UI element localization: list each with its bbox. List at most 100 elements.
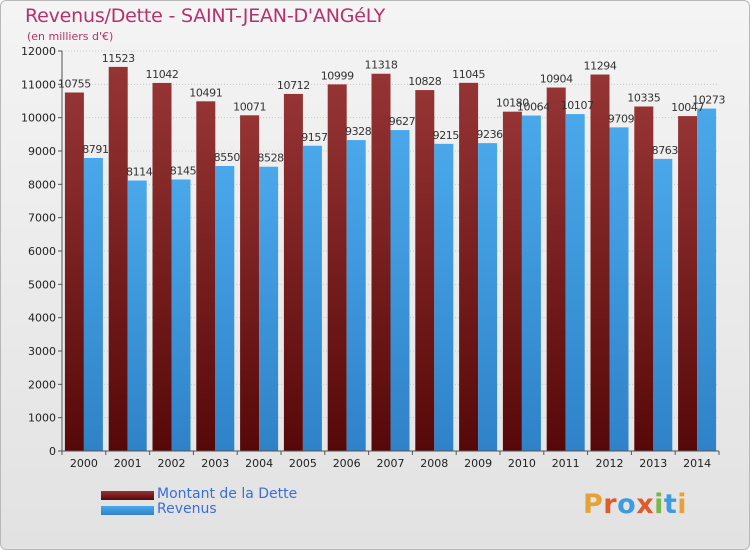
data-label-revenus: 10107 (561, 99, 594, 112)
x-tick-label: 2014 (683, 457, 711, 470)
data-label-revenus: 9627 (389, 115, 416, 128)
y-tick-label: 8000 (28, 178, 56, 191)
data-label-debt: 10904 (540, 73, 573, 86)
logo-letter: x (636, 489, 655, 520)
data-label-revenus: 9709 (608, 112, 635, 125)
bar-debt (371, 73, 391, 451)
bar-debt (283, 93, 303, 451)
x-tick-label: 2004 (245, 457, 273, 470)
x-tick-label: 2011 (552, 457, 580, 470)
data-label-debt: 11294 (584, 60, 617, 73)
data-label-debt: 11523 (102, 52, 135, 65)
x-tick-label: 2002 (158, 457, 186, 470)
y-tick-label: 0 (49, 445, 56, 458)
data-label-debt: 10999 (321, 69, 354, 82)
data-label-revenus: 8791 (82, 143, 108, 156)
bar-debt (108, 66, 128, 452)
y-tick-label: 11000 (21, 78, 56, 91)
data-label-revenus: 8114 (126, 166, 153, 179)
y-tick-label: 4000 (28, 312, 56, 325)
data-labels: 10755 8791 11523 8114 11042 8145 10491 8550 1007… (58, 52, 726, 179)
data-label-revenus: 10064 (517, 101, 550, 114)
logo-letter: P (583, 489, 604, 520)
logo-letter: r (603, 489, 618, 520)
data-label-debt: 10828 (408, 75, 441, 88)
y-tick-label: 2000 (28, 378, 56, 391)
proxiti-logo: Proxiti (583, 489, 687, 520)
bar-revenus (478, 143, 498, 451)
data-label-debt: 11042 (146, 68, 179, 81)
bar-revenus (521, 115, 541, 452)
data-label-debt: 10712 (277, 79, 310, 92)
logo-letter: o (617, 489, 637, 520)
chart-subtitle: (en milliers d'€) (27, 30, 114, 43)
logo-letter: i (654, 489, 664, 520)
data-label-debt: 10180 (496, 97, 529, 110)
bar-debt (502, 111, 522, 452)
x-tick-label: 2000 (70, 457, 98, 470)
y-tick-label: 5000 (28, 278, 56, 291)
data-label-revenus: 9157 (301, 131, 328, 144)
data-label-revenus: 8528 (257, 152, 284, 165)
bar-debt (678, 116, 698, 451)
data-label-debt: 10071 (233, 100, 266, 113)
bar-revenus (171, 179, 191, 451)
data-label-debt: 10491 (189, 86, 222, 99)
bar-revenus (609, 127, 629, 451)
data-label-debt: 11318 (365, 59, 398, 72)
bar-revenus (83, 157, 103, 451)
bar-revenus (215, 166, 235, 451)
data-label-revenus: 9236 (476, 128, 503, 141)
x-tick-label: 2009 (464, 457, 492, 470)
y-tick-label: 1000 (28, 412, 56, 425)
bar-revenus (653, 158, 673, 451)
data-label-debt: 11045 (452, 68, 485, 81)
x-tick-label: 2010 (508, 457, 536, 470)
bar-debt (634, 106, 654, 451)
legend-swatch-debt (101, 491, 154, 500)
bar-debt (240, 115, 260, 452)
bar-debt (415, 90, 435, 452)
data-label-revenus: 8145 (170, 165, 197, 178)
x-tick-label: 2006 (333, 457, 361, 470)
x-tick-label: 2013 (639, 457, 667, 470)
data-label-debt: 10755 (58, 78, 91, 91)
x-tick-label: 2008 (420, 457, 448, 470)
bar-debt (64, 92, 84, 451)
logo-letter: i (677, 489, 688, 520)
bar-debt (546, 87, 566, 452)
legend-label-debt: Montant de la Dette (157, 486, 298, 502)
bar-debt (590, 74, 610, 452)
data-label-revenus: 9215 (433, 129, 460, 142)
data-label-debt: 10047 (671, 101, 704, 114)
bars (64, 66, 717, 452)
bar-debt (152, 82, 172, 451)
data-label-revenus: 8550 (214, 151, 241, 164)
bar-revenus (259, 166, 279, 451)
bar-revenus (390, 130, 410, 451)
bar-debt (459, 82, 479, 451)
bar-debt (327, 84, 347, 451)
y-tick-label: 3000 (28, 345, 56, 358)
y-tick-label: 12000 (21, 45, 56, 58)
x-tick-label: 2007 (377, 457, 405, 470)
data-label-revenus: 8763 (652, 144, 679, 157)
bar-debt (196, 101, 216, 452)
data-label-revenus: 9328 (345, 125, 372, 138)
y-tick-label: 9000 (28, 145, 56, 158)
chart-title: Revenus/Dette - SAINT-JEAN-D'ANGéLY (25, 5, 386, 27)
y-tick-label: 6000 (28, 245, 56, 258)
y-tick-label: 7000 (28, 212, 56, 225)
data-label-revenus: 10273 (692, 94, 725, 107)
bar-revenus (127, 180, 147, 452)
bar-revenus (565, 114, 585, 451)
y-tick-label: 10000 (21, 112, 56, 125)
x-tick-label: 2001 (114, 457, 142, 470)
legend-swatch-revenus (101, 506, 154, 515)
x-tick-label: 2012 (596, 457, 624, 470)
bar-revenus (697, 108, 717, 452)
bar-revenus (346, 140, 366, 452)
data-label-debt: 10335 (627, 92, 660, 105)
bar-revenus (434, 143, 454, 452)
